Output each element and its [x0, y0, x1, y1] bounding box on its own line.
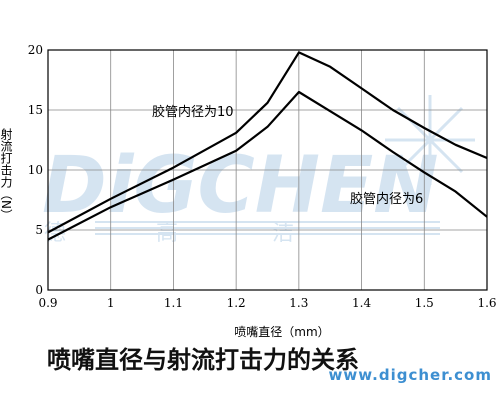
watermark-cn-2: 高: [156, 221, 178, 246]
watermark-logo: DiGCHEN 德 高 洁: [42, 95, 475, 246]
y-tick-label: 15: [28, 103, 43, 117]
plot-frame: [47, 49, 488, 291]
y-tick-label: 5: [35, 223, 43, 237]
watermark-stripes: [95, 221, 440, 235]
x-tick-label: 1.5: [415, 296, 434, 310]
annotation-hose-10: 胶管内径为10: [152, 104, 234, 120]
series-line-hose-6: [47, 90, 488, 241]
x-axis-label: 喷嘴直径（mm）: [234, 325, 329, 339]
y-axis-label: 射流打击力（N）: [0, 127, 13, 221]
watermark-url: www.digcher.com: [328, 366, 492, 384]
series-line-hose-10: [47, 51, 488, 234]
annotation-hose-6: 胶管内径为6: [350, 191, 423, 207]
tick-labels: 0.9 1 1.1 1.2 1.3 1.4 1.5 1.6 0 5 10 15 20: [28, 43, 497, 310]
x-tick-label: 1.4: [352, 296, 371, 310]
x-tick-label: 1.3: [289, 296, 308, 310]
y-tick-label: 20: [28, 43, 43, 57]
x-tick-label: 1.1: [164, 296, 183, 310]
x-tick-label: 1: [107, 296, 115, 310]
x-tick-label: 0.9: [38, 296, 57, 310]
x-tick-label: 1.2: [227, 296, 246, 310]
chart-caption: 喷嘴直径与射流打击力的关系: [47, 346, 359, 374]
watermark-star-icon: [385, 95, 475, 185]
series-lines: [47, 51, 488, 241]
axes: [47, 49, 488, 291]
watermark-cn-3: 洁: [272, 221, 294, 246]
watermark-brand: DiGCHEN: [42, 141, 439, 231]
y-tick-label: 0: [35, 283, 43, 297]
x-tick-label: 1.6: [477, 296, 496, 310]
y-tick-label: 10: [28, 163, 43, 177]
